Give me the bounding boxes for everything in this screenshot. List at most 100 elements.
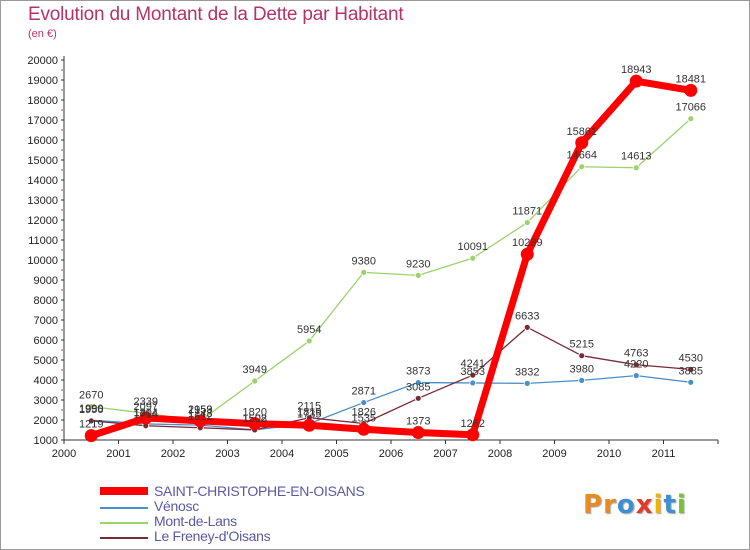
data-label: 14613 bbox=[621, 151, 652, 163]
y-tick-label: 1000 bbox=[34, 435, 58, 447]
data-point bbox=[248, 417, 262, 431]
chart-title: Evolution du Montant de la Dette par Hab… bbox=[28, 4, 404, 25]
data-point bbox=[523, 323, 531, 331]
data-point bbox=[632, 372, 640, 380]
data-label: 10289 bbox=[512, 237, 543, 249]
data-point bbox=[360, 268, 368, 276]
data-label: 3980 bbox=[570, 363, 594, 375]
data-label: 15861 bbox=[566, 126, 597, 138]
y-tick-label: 11000 bbox=[28, 235, 58, 247]
data-label: 3873 bbox=[406, 366, 430, 378]
data-label: 14664 bbox=[566, 150, 597, 162]
data-point bbox=[687, 365, 695, 373]
data-label: 1612 bbox=[188, 411, 212, 423]
data-point bbox=[360, 399, 368, 406]
data-label: 9380 bbox=[352, 255, 376, 267]
axes: 1000200030004000500060007000800090001000… bbox=[27, 55, 719, 460]
y-tick-label: 20000 bbox=[27, 55, 58, 67]
data-label: 2097 bbox=[134, 401, 158, 413]
data-label: 3085 bbox=[406, 381, 430, 393]
data-point bbox=[251, 377, 259, 385]
data-point bbox=[469, 371, 477, 379]
y-tick-label: 8000 bbox=[34, 295, 58, 307]
data-point bbox=[684, 83, 698, 97]
x-tick-label: 2011 bbox=[652, 448, 676, 460]
data-label: 2339 bbox=[134, 396, 158, 408]
data-label: 10091 bbox=[457, 241, 488, 253]
data-point bbox=[414, 379, 422, 386]
y-tick-label: 12000 bbox=[27, 215, 58, 227]
data-label: 1219 bbox=[79, 419, 103, 431]
logo-letter: r bbox=[603, 490, 617, 520]
legend-label-venosc: Vénosc bbox=[154, 498, 199, 514]
data-point bbox=[632, 164, 640, 172]
logo-letter: i bbox=[676, 490, 687, 520]
data-label: 18943 bbox=[621, 64, 652, 76]
y-tick-label: 10000 bbox=[27, 255, 58, 267]
data-point bbox=[469, 254, 477, 262]
x-tick-label: 2010 bbox=[597, 448, 621, 460]
data-label: 5954 bbox=[297, 324, 321, 336]
data-point bbox=[469, 379, 477, 387]
data-point bbox=[523, 379, 531, 387]
data-label: 2153 bbox=[188, 404, 212, 416]
data-label: 1819 bbox=[297, 407, 321, 419]
y-tick-label: 3000 bbox=[34, 395, 58, 407]
y-tick-label: 14000 bbox=[27, 175, 58, 187]
x-tick-label: 2000 bbox=[52, 448, 76, 460]
y-tick-label: 9000 bbox=[34, 275, 58, 287]
x-tick-label: 2002 bbox=[161, 448, 185, 460]
y-tick-label: 6000 bbox=[34, 335, 58, 347]
data-label: 1508 bbox=[243, 413, 267, 425]
chart-subtitle: (en €) bbox=[28, 28, 57, 40]
legend-swatch-le-freney bbox=[100, 537, 148, 539]
logo-letter: P bbox=[583, 490, 604, 520]
data-label: 18481 bbox=[675, 73, 706, 85]
x-tick-label: 2003 bbox=[215, 448, 239, 460]
data-point bbox=[414, 394, 422, 402]
series-line-3 bbox=[87, 77, 695, 440]
y-tick-label: 18000 bbox=[27, 95, 58, 107]
x-tick-label: 2001 bbox=[106, 448, 130, 460]
data-label: 1373 bbox=[406, 416, 430, 428]
x-tick-label: 2004 bbox=[270, 448, 294, 460]
data-point bbox=[687, 115, 695, 123]
data-point bbox=[87, 403, 95, 411]
data-label: 1820 bbox=[243, 407, 267, 419]
data-point bbox=[139, 411, 153, 425]
y-tick-label: 13000 bbox=[27, 195, 58, 207]
data-point bbox=[84, 429, 98, 443]
y-tick-label: 17000 bbox=[27, 115, 58, 127]
data-point bbox=[578, 163, 586, 171]
logo-letter: i bbox=[653, 490, 664, 520]
data-label: 1959 bbox=[188, 404, 212, 416]
data-label: 4220 bbox=[624, 359, 648, 371]
data-label: 1826 bbox=[352, 406, 376, 418]
data-label: 2115 bbox=[297, 401, 321, 413]
legend-label-le-freney: Le Freney-d'Oisans bbox=[154, 528, 271, 544]
series-line-2 bbox=[90, 326, 692, 431]
x-tick-label: 2005 bbox=[324, 448, 348, 460]
data-label: 9230 bbox=[406, 258, 430, 270]
legend-label-saint-christophe: SAINT-CHRISTOPHE-EN-OISANS bbox=[154, 483, 365, 499]
data-label: 5215 bbox=[570, 339, 594, 351]
data-point bbox=[578, 352, 586, 360]
data-point bbox=[87, 417, 95, 425]
data-point bbox=[687, 378, 695, 386]
data-label: 2871 bbox=[352, 386, 376, 398]
x-tick-label: 2009 bbox=[542, 448, 566, 460]
data-label: 1956 bbox=[79, 404, 103, 416]
data-label: 4763 bbox=[624, 348, 648, 360]
series-layer bbox=[84, 74, 698, 443]
data-label: 1990 bbox=[79, 403, 103, 415]
data-point bbox=[520, 247, 534, 261]
y-tick-label: 5000 bbox=[34, 355, 58, 367]
data-point bbox=[523, 219, 531, 226]
data-label: 1262 bbox=[461, 418, 485, 430]
legend-swatch-venosc bbox=[100, 507, 148, 509]
data-point bbox=[411, 426, 425, 440]
legend-swatch-saint-christophe bbox=[100, 487, 148, 495]
y-tick-label: 15000 bbox=[27, 155, 58, 167]
logo-letter: x bbox=[635, 490, 654, 520]
